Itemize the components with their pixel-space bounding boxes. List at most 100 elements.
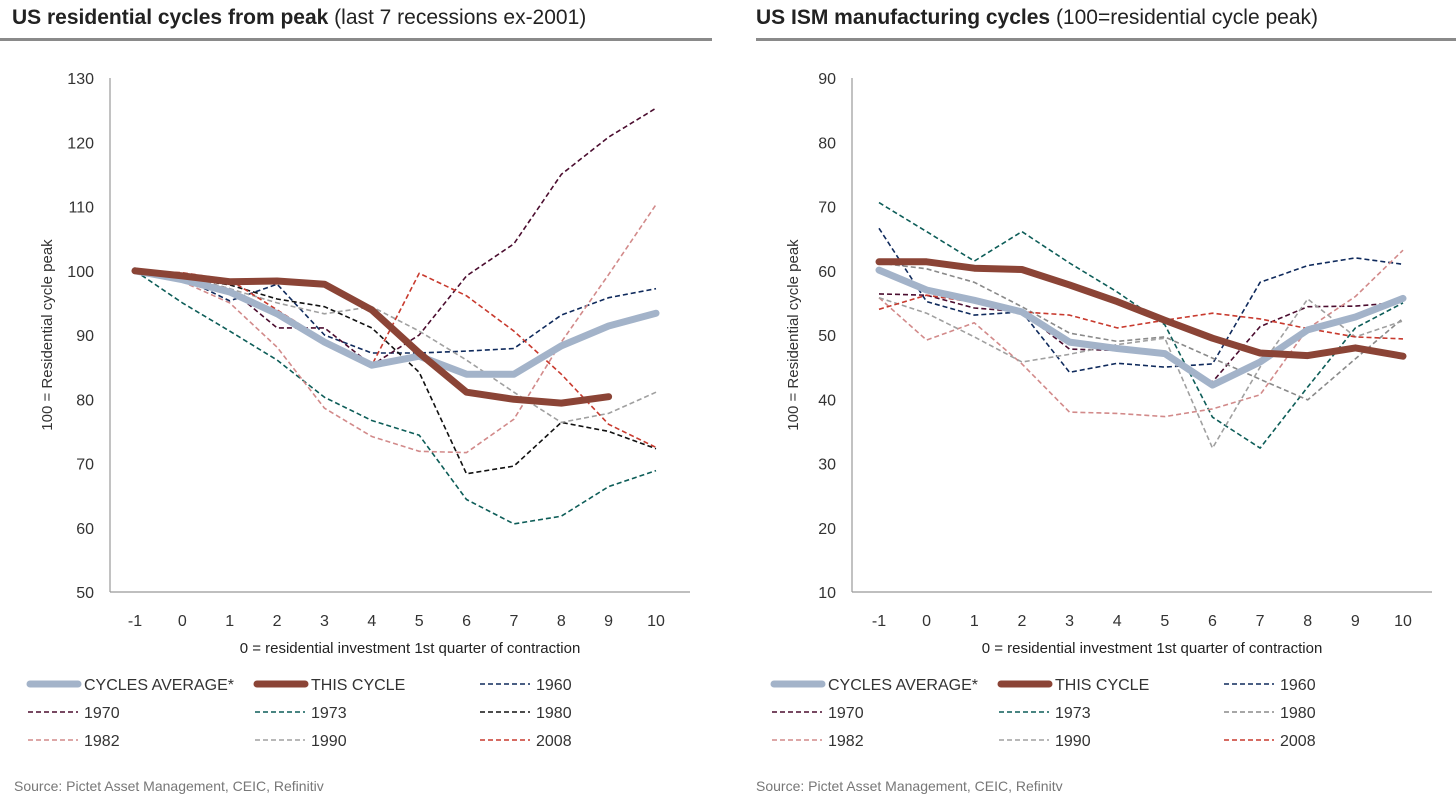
legend-label: 1990 (311, 733, 347, 750)
x-axis-label: 0 = residential investment 1st quarter o… (982, 640, 1323, 657)
legend-label: 2008 (1280, 733, 1316, 750)
y-tick-label: 40 (818, 392, 836, 409)
y-tick-label: 50 (818, 328, 836, 345)
series-line-1970 (134, 107, 657, 367)
legend-item: 2008 (1224, 733, 1316, 750)
x-tick-label: -1 (128, 613, 142, 630)
series-line-this-cycle (131, 267, 613, 407)
legend-label: 1970 (84, 705, 120, 722)
y-axis-label: 100 = Residential cycle peak (39, 239, 56, 431)
x-tick-label: 9 (604, 613, 613, 630)
y-tick-label: 120 (67, 135, 94, 152)
legend-item: 1973 (255, 705, 347, 722)
y-tick-label: 80 (76, 392, 94, 409)
legend-label: 1973 (1055, 705, 1091, 722)
y-tick-label: 80 (818, 135, 836, 152)
x-tick-label: 0 (922, 613, 931, 630)
source-note: Source: Pictet Asset Management, CEIC, R… (14, 778, 324, 794)
x-tick-label: 7 (509, 613, 518, 630)
series-line-1960 (878, 227, 1404, 374)
y-tick-label: 20 (818, 521, 836, 538)
x-tick-label: 2 (273, 613, 282, 630)
x-tick-label: 2 (1017, 613, 1026, 630)
legend-label: THIS CYCLE (311, 677, 405, 694)
series-line-1973 (134, 270, 657, 525)
legend-item: 1980 (1224, 705, 1316, 722)
series-line-1970 (878, 293, 1404, 383)
legend-label: CYCLES AVERAGE* (84, 677, 234, 694)
x-tick-label: 10 (647, 613, 665, 630)
y-tick-label: 90 (818, 71, 836, 88)
legend-label: 1980 (536, 705, 572, 722)
legend-label: 1960 (536, 677, 572, 694)
legend-label: 1982 (828, 733, 864, 750)
x-tick-label: 5 (415, 613, 424, 630)
y-tick-label: 60 (76, 521, 94, 538)
series-line-cycles-average (875, 266, 1407, 389)
x-tick-label: 6 (462, 613, 471, 630)
legend-label: 1960 (1280, 677, 1316, 694)
y-tick-label: 60 (818, 264, 836, 281)
legend-label: CYCLES AVERAGE* (828, 677, 978, 694)
legend-label: 2008 (536, 733, 572, 750)
legend-item: 1982 (772, 733, 864, 750)
x-tick-label: 7 (1256, 613, 1265, 630)
x-tick-label: 1 (225, 613, 234, 630)
x-tick-label: 9 (1351, 613, 1360, 630)
y-tick-label: 110 (68, 200, 94, 217)
legend-label: 1982 (84, 733, 120, 750)
y-tick-label: 100 (67, 264, 94, 281)
legend-item: 1990 (999, 733, 1091, 750)
x-tick-label: 4 (367, 613, 376, 630)
legend-item: 1970 (772, 705, 864, 722)
y-tick-label: 50 (76, 585, 94, 602)
x-tick-label: 10 (1394, 613, 1412, 630)
series-line-1980 (878, 262, 1404, 401)
legend-item: CYCLES AVERAGE* (26, 677, 234, 694)
legend-label: THIS CYCLE (1055, 677, 1149, 694)
series-line-1982 (878, 249, 1404, 418)
legend-label: 1970 (828, 705, 864, 722)
legend-item: 1970 (28, 705, 120, 722)
chart-title: US residential cycles from peak (last 7 … (12, 6, 587, 29)
title-divider (756, 38, 1456, 41)
left-chart-panel: US residential cycles from peak (last 7 … (0, 6, 712, 794)
legend-item: 2008 (480, 733, 572, 750)
legend-label: 1973 (311, 705, 347, 722)
x-tick-label: -1 (872, 613, 886, 630)
series-line-1960 (134, 270, 657, 354)
y-tick-label: 130 (67, 71, 94, 88)
x-tick-label: 5 (1160, 613, 1169, 630)
legend-item: THIS CYCLE (253, 677, 405, 694)
ism-cycles-chart: 10 20 30 40 50 60 70 80 90 -1 0 1 2 3 4 5 6 7 8 9 10 100 = Re… (770, 71, 1432, 750)
chart-title: US ISM manufacturing cycles (100=residen… (756, 6, 1318, 29)
x-tick-label: 4 (1113, 613, 1122, 630)
residential-cycles-chart: 50 60 70 80 90 100 110 120 130 -1 0 1 2 3 4 5 6 7 8 9 10 100 … (26, 71, 690, 750)
legend-item: 1973 (999, 705, 1091, 722)
x-tick-label: 0 (178, 613, 187, 630)
series-line-1990 (878, 296, 1404, 449)
legend-item: 1982 (28, 733, 120, 750)
legend-item: 1960 (480, 677, 572, 694)
x-tick-label: 8 (557, 613, 566, 630)
y-tick-label: 70 (76, 457, 94, 474)
x-tick-label: 3 (320, 613, 329, 630)
legend-item: CYCLES AVERAGE* (770, 677, 978, 694)
y-tick-label: 90 (76, 328, 94, 345)
legend-label: 1990 (1055, 733, 1091, 750)
y-tick-label: 70 (818, 200, 836, 217)
series-line-2008 (134, 270, 657, 449)
x-tick-label: 6 (1208, 613, 1217, 630)
legend-item: 1960 (1224, 677, 1316, 694)
series-line-cycles-average (131, 267, 660, 378)
legend-label: 1980 (1280, 705, 1316, 722)
series-line-1982 (134, 204, 657, 454)
series-line-this-cycle (875, 258, 1407, 360)
x-axis-label: 0 = residential investment 1st quarter o… (240, 640, 581, 657)
x-tick-label: 3 (1065, 613, 1074, 630)
x-tick-label: 1 (970, 613, 979, 630)
source-note: Source: Pictet Asset Management, CEIC, R… (756, 778, 1063, 794)
legend-item: THIS CYCLE (997, 677, 1149, 694)
right-chart-panel: US ISM manufacturing cycles (100=residen… (742, 0, 1456, 808)
y-axis-label: 100 = Residential cycle peak (785, 239, 802, 431)
